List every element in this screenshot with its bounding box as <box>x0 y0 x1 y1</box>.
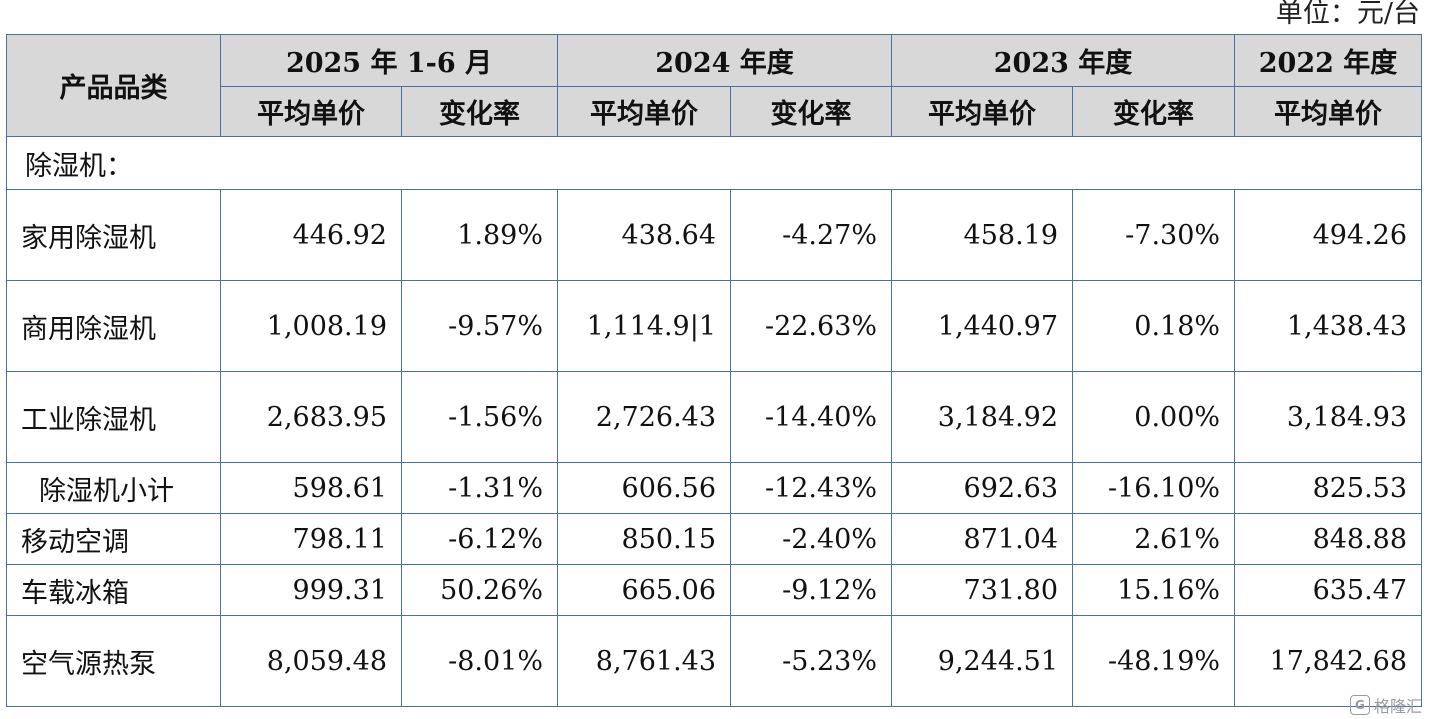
header-category: 产品品类 <box>6 34 221 137</box>
header-period-2024: 2024 年度 <box>557 34 893 87</box>
table-row: 工业除湿机 2,683.95 -1.56% 2,726.43 -14.40% 3… <box>6 371 1423 463</box>
cell-value: 1.89% <box>400 189 559 281</box>
table-row: 空气源热泵 8,059.48 -8.01% 8,761.43 -5.23% 9,… <box>6 615 1423 707</box>
watermark-logo-icon: G <box>1349 695 1370 715</box>
table-row: 移动空调 798.11 -6.12% 850.15 -2.40% 871.04 … <box>6 513 1423 565</box>
row-category: 工业除湿机 <box>6 371 221 463</box>
cell-value: -9.12% <box>730 564 893 616</box>
cell-value: 1,440.97 <box>891 280 1074 372</box>
table-row: 车载冰箱 999.31 50.26% 665.06 -9.12% 731.80 … <box>6 564 1423 616</box>
cell-value: 50.26% <box>400 564 559 616</box>
watermark-text: 格隆汇 <box>1373 697 1422 716</box>
cell-value: 3,184.93 <box>1234 371 1423 463</box>
cell-value: 0.00% <box>1072 371 1236 463</box>
cell-value: 598.61 <box>220 462 402 514</box>
cell-value: 8,059.48 <box>220 615 402 707</box>
average-price-table: 产品品类 2025 年 1-6 月 2024 年度 2023 年度 2022 年… <box>5 34 1423 707</box>
cell-value: -8.01% <box>400 615 559 707</box>
header-change-rate: 变化率 <box>400 86 559 137</box>
cell-value: 606.56 <box>557 462 732 514</box>
cell-value: -4.27% <box>730 189 893 281</box>
cell-value: 0.18% <box>1072 280 1236 372</box>
cell-value: 8,761.43 <box>557 615 732 707</box>
cell-value: -7.30% <box>1072 189 1236 281</box>
cell-value: 2,683.95 <box>220 371 402 463</box>
header-period-2022: 2022 年度 <box>1234 34 1423 87</box>
header-row-metrics: 平均单价 变化率 平均单价 变化率 平均单价 变化率 平均单价 <box>7 86 1423 137</box>
header-avg-price: 平均单价 <box>557 86 732 137</box>
cell-value: 999.31 <box>220 564 402 616</box>
cell-value: -48.19% <box>1072 615 1236 707</box>
cell-value: 3,184.92 <box>891 371 1074 463</box>
cell-value: 2,726.43 <box>557 371 732 463</box>
header-period-2025h1: 2025 年 1-6 月 <box>219 34 559 87</box>
table-row: 商用除湿机 1,008.19 -9.57% 1,114.9|1 -22.63% … <box>6 280 1423 372</box>
cell-value: 17,842.68 <box>1234 615 1423 707</box>
cell-value: 665.06 <box>557 564 732 616</box>
cell-value: 1,114.9|1 <box>557 280 732 372</box>
row-category: 商用除湿机 <box>6 280 221 372</box>
header-avg-price: 平均单价 <box>891 86 1074 137</box>
cell-value: 494.26 <box>1234 189 1423 281</box>
table-row-subtotal: 除湿机小计 598.61 -1.31% 606.56 -12.43% 692.6… <box>6 462 1423 514</box>
cell-value: 1,008.19 <box>220 280 402 372</box>
cell-value: -2.40% <box>730 513 893 565</box>
cell-value: -22.63% <box>730 280 893 372</box>
cell-value: 9,244.51 <box>891 615 1074 707</box>
cell-value: -14.40% <box>730 371 893 463</box>
cell-value: -1.56% <box>400 371 559 463</box>
cell-value: 446.92 <box>220 189 402 281</box>
cell-value: 1,438.43 <box>1234 280 1423 372</box>
cell-value: -9.57% <box>400 280 559 372</box>
table-row: 家用除湿机 446.92 1.89% 438.64 -4.27% 458.19 … <box>6 189 1423 281</box>
row-category: 移动空调 <box>6 513 221 565</box>
cell-value: -6.12% <box>400 513 559 565</box>
section-label: 除湿机： <box>5 136 1423 190</box>
header-change-rate: 变化率 <box>730 86 893 137</box>
header-change-rate: 变化率 <box>1072 86 1236 137</box>
cell-value: 458.19 <box>891 189 1074 281</box>
cell-value: -12.43% <box>730 462 893 514</box>
header-period-2023: 2023 年度 <box>891 34 1236 87</box>
cell-value: -16.10% <box>1072 462 1236 514</box>
cell-value: 850.15 <box>557 513 732 565</box>
cell-value: -5.23% <box>730 615 893 707</box>
watermark: G 格隆汇 <box>1349 693 1422 717</box>
unit-label: 单位：元/台 <box>1275 0 1420 29</box>
cell-value: 438.64 <box>557 189 732 281</box>
cell-value: 731.80 <box>891 564 1074 616</box>
section-row: 除湿机： <box>5 136 1423 190</box>
cell-value: 15.16% <box>1072 564 1236 616</box>
cell-value: 635.47 <box>1234 564 1423 616</box>
cell-value: 871.04 <box>891 513 1074 565</box>
cell-value: 692.63 <box>891 462 1074 514</box>
cell-value: 825.53 <box>1234 462 1423 514</box>
header-row-periods: 产品品类 2025 年 1-6 月 2024 年度 2023 年度 2022 年… <box>6 34 1423 137</box>
cell-value: 2.61% <box>1072 513 1236 565</box>
header-avg-price: 平均单价 <box>220 86 402 137</box>
row-category: 空气源热泵 <box>6 615 221 707</box>
row-category: 家用除湿机 <box>6 189 221 281</box>
row-category: 除湿机小计 <box>6 462 221 514</box>
cell-value: -1.31% <box>400 462 559 514</box>
cell-value: 798.11 <box>220 513 402 565</box>
cell-value: 848.88 <box>1234 513 1423 565</box>
header-avg-price: 平均单价 <box>1234 86 1423 137</box>
row-category: 车载冰箱 <box>6 564 221 616</box>
